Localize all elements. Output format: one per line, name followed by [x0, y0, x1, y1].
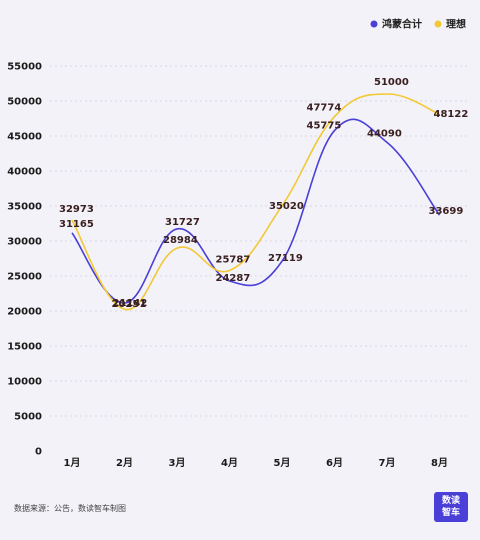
brand-logo: 数读 智车	[434, 492, 468, 522]
y-tick-label: 30000	[7, 237, 42, 248]
x-tick-label: 7月	[379, 457, 396, 469]
legend-marker	[434, 20, 442, 28]
y-tick-label: 35000	[7, 202, 42, 213]
x-tick-label: 5月	[274, 457, 291, 469]
legend-marker	[370, 20, 378, 28]
y-tick-label: 50000	[7, 97, 42, 108]
series-line-1	[71, 118, 441, 304]
data-label: 31727	[165, 217, 200, 228]
x-tick-label: 8月	[431, 457, 448, 469]
y-tick-label: 0	[35, 447, 42, 458]
logo-line-2: 智车	[441, 508, 460, 518]
data-label: 20251	[112, 299, 147, 310]
data-label: 45775	[307, 121, 342, 132]
logo-line-1: 数读	[441, 496, 460, 506]
legend-label: 鸿蒙合计	[382, 18, 422, 31]
y-tick-label: 45000	[7, 132, 42, 143]
data-label: 31165	[59, 219, 94, 230]
data-label: 27119	[268, 253, 303, 264]
series-line-2	[71, 93, 440, 311]
data-label: 51000	[374, 77, 409, 88]
y-tick-label: 40000	[7, 167, 42, 178]
y-tick-label: 25000	[7, 272, 42, 283]
data-label: 25787	[216, 254, 251, 265]
data-label: 21142	[113, 298, 148, 309]
x-tick-label: 6月	[326, 457, 343, 469]
x-tick-label: 4月	[221, 457, 238, 469]
y-tick-label: 20000	[7, 307, 42, 318]
data-label: 44090	[367, 128, 402, 139]
y-tick-label: 15000	[7, 342, 42, 353]
x-tick-label: 1月	[64, 457, 81, 469]
data-label: 35020	[269, 201, 304, 212]
y-tick-label: 55000	[7, 62, 42, 73]
data-source-note: 数据来源：公告，数读智车制图	[14, 504, 126, 513]
data-label: 47774	[307, 103, 342, 114]
data-label: 32973	[59, 204, 94, 215]
data-label: 48122	[434, 109, 469, 120]
x-tick-label: 2月	[116, 457, 133, 469]
data-label: 28984	[163, 235, 198, 246]
legend-label: 理想	[446, 18, 466, 31]
y-tick-label: 10000	[7, 377, 42, 388]
y-tick-label: 5000	[14, 412, 42, 423]
data-label: 33699	[429, 206, 464, 217]
x-tick-label: 3月	[169, 457, 186, 469]
data-label: 24287	[216, 273, 251, 284]
